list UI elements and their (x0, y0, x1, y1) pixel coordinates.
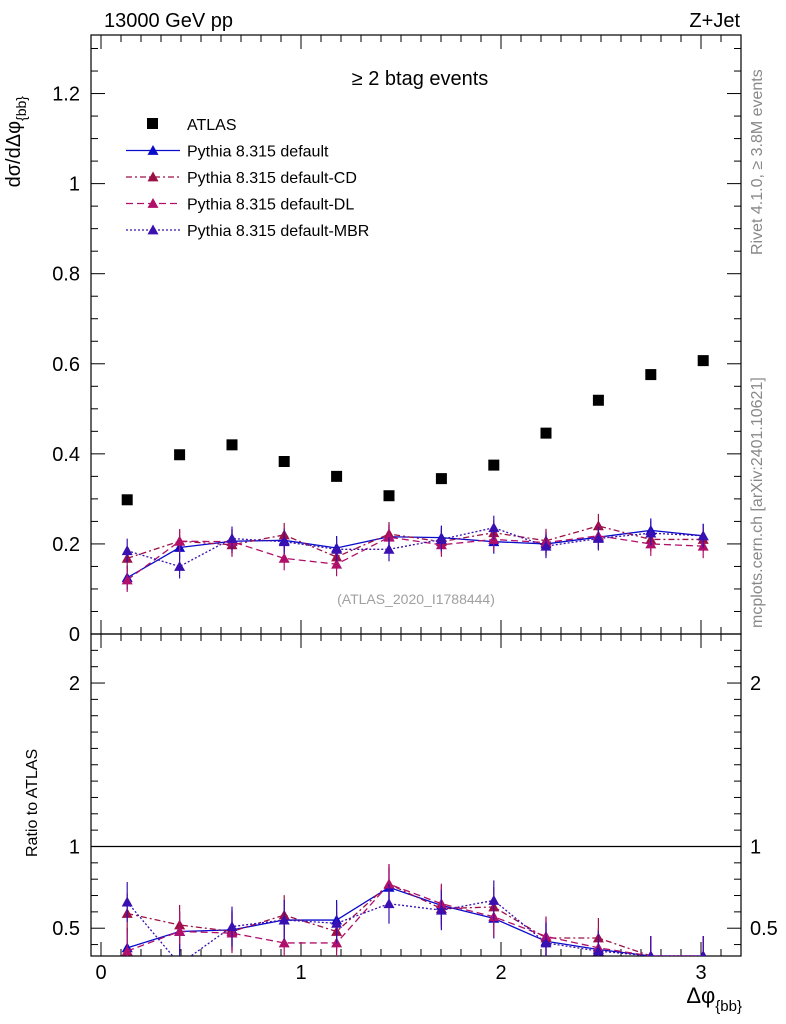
ratio-marker-mbr (278, 914, 290, 925)
marker-mbr (540, 540, 552, 551)
ratio-marker-mbr (647, 950, 654, 956)
selection-label: ≥ 2 btag events (352, 68, 489, 90)
marker-mbr (174, 560, 186, 571)
legend: ATLAS Pythia 8.315 default Pythia 8.315 de… (126, 117, 369, 240)
marker-dl (174, 535, 186, 546)
ratio-line-mbr (126, 899, 704, 956)
marker-mbr (645, 527, 657, 538)
ratio-marker-mbr (383, 898, 395, 909)
legend-label-mbr: Pythia 8.315 default-MBR (187, 223, 369, 240)
legend-marker-dl (147, 198, 159, 208)
series-line-cd (126, 525, 704, 559)
marker-mbr (592, 533, 604, 543)
ratio-marker-dl (383, 878, 395, 889)
ratio-y-axis-label: Ratio to ATLAS (24, 749, 41, 857)
main-plot-panel: ≥ 2 btag events (ATLAS_2020_I1788444) dσ… (3, 34, 742, 635)
y-tick-label: 1 (69, 174, 80, 196)
atlas-data-point (121, 494, 133, 506)
ratio-marker-mbr (226, 921, 238, 931)
x-axis-label: Δφ{bb} (686, 983, 742, 1015)
marker-dl (121, 574, 133, 585)
mcplots-side-label: mcplots.cern.ch [arXiv:2401.10621] (749, 377, 766, 628)
series-line-dl (126, 535, 704, 581)
atlas-data-point (435, 473, 447, 485)
ratio-line-cd (127, 883, 704, 956)
marker-dl (331, 558, 343, 569)
marker-mbr (383, 543, 395, 554)
marker-mbr (121, 545, 133, 556)
ratio-marker-mbr (592, 945, 604, 956)
x-tick-label: 2 (495, 962, 506, 984)
ratio-marker-mbr (435, 904, 447, 915)
marker-dl (278, 552, 290, 563)
atlas-data-point (645, 369, 657, 381)
ratio-marker-mbr (331, 917, 343, 928)
marker-mbr (226, 533, 238, 543)
legend-marker-cd (147, 171, 159, 182)
atlas-data-point (174, 449, 186, 461)
marker-mbr (331, 543, 343, 554)
atlas-data-point (383, 490, 395, 502)
x-tick-label: 0 (95, 962, 106, 984)
ratio-y-tick-label: 2 (69, 673, 80, 695)
ratio-line-dl (126, 883, 704, 956)
ratio-y-tick-label-right: 1 (750, 836, 761, 858)
marker-mbr (435, 533, 447, 544)
rivet-side-label: Rivet 4.1.0, ≥ 3.8M events (749, 69, 766, 255)
ratio-series-group (121, 864, 707, 969)
legend-label-default: Pythia 8.315 default (187, 144, 329, 161)
x-tick-label: 3 (695, 962, 706, 984)
y-tick-label: 1.2 (52, 84, 80, 106)
main-y-axis-label: dσ/dΔφ{bb} (3, 96, 29, 188)
ratio-marker-dl (121, 945, 133, 956)
ratio-y-tick-label: 0.5 (52, 918, 80, 940)
atlas-data-point (278, 456, 290, 468)
marker-mbr (278, 536, 290, 547)
energy-label: 13000 GeV pp (104, 10, 233, 32)
y-tick-label: 0.4 (52, 444, 80, 466)
ratio-y-tick-label-right: 2 (750, 673, 761, 695)
ratio-marker-mbr (540, 937, 552, 948)
atlas-data-point (226, 439, 238, 451)
ratio-marker-mbr (174, 959, 185, 969)
ratio-marker-dl (174, 925, 186, 936)
y-tick-label: 0 (69, 624, 80, 646)
x-tick-label: 1 (295, 962, 306, 984)
marker-dl (383, 531, 395, 542)
y-tick-label: 0.6 (52, 354, 80, 376)
marker-mbr (488, 522, 500, 533)
marker-mbr (697, 530, 709, 541)
atlas-data-point (592, 394, 604, 406)
legend-label-cd: Pythia 8.315 default-CD (187, 170, 357, 187)
atlas-data-point (697, 355, 709, 367)
ratio-marker-mbr (700, 950, 707, 956)
y-tick-label: 0.8 (52, 264, 80, 286)
ratio-y-tick-label-right: 0.5 (750, 918, 778, 940)
ratio-plot-panel: Ratio to ATLAS (24, 633, 742, 957)
ratio-plot-frame (90, 633, 742, 957)
y-tick-label: 0.2 (52, 534, 80, 556)
atlas-data-point (488, 459, 500, 471)
analysis-label: (ATLAS_2020_I1788444) (337, 591, 495, 607)
series-line-default (126, 529, 704, 579)
legend-marker-mbr (147, 224, 159, 235)
legend-marker-default (147, 145, 159, 155)
legend-marker-data (147, 118, 158, 129)
atlas-data-point (331, 470, 343, 482)
ratio-line-default (127, 886, 704, 956)
atlas-data-point (540, 427, 552, 439)
legend-label-dl: Pythia 8.315 default-DL (187, 197, 354, 214)
series-line-mbr (127, 527, 704, 568)
main-series-group (121, 355, 709, 592)
ratio-marker-mbr (121, 896, 133, 907)
ratio-y-tick-label: 1 (69, 836, 80, 858)
ratio-marker-mbr (488, 894, 500, 905)
process-label: Z+Jet (689, 10, 740, 32)
ratio-marker-dl (278, 937, 290, 948)
legend-label-data: ATLAS (187, 117, 237, 134)
